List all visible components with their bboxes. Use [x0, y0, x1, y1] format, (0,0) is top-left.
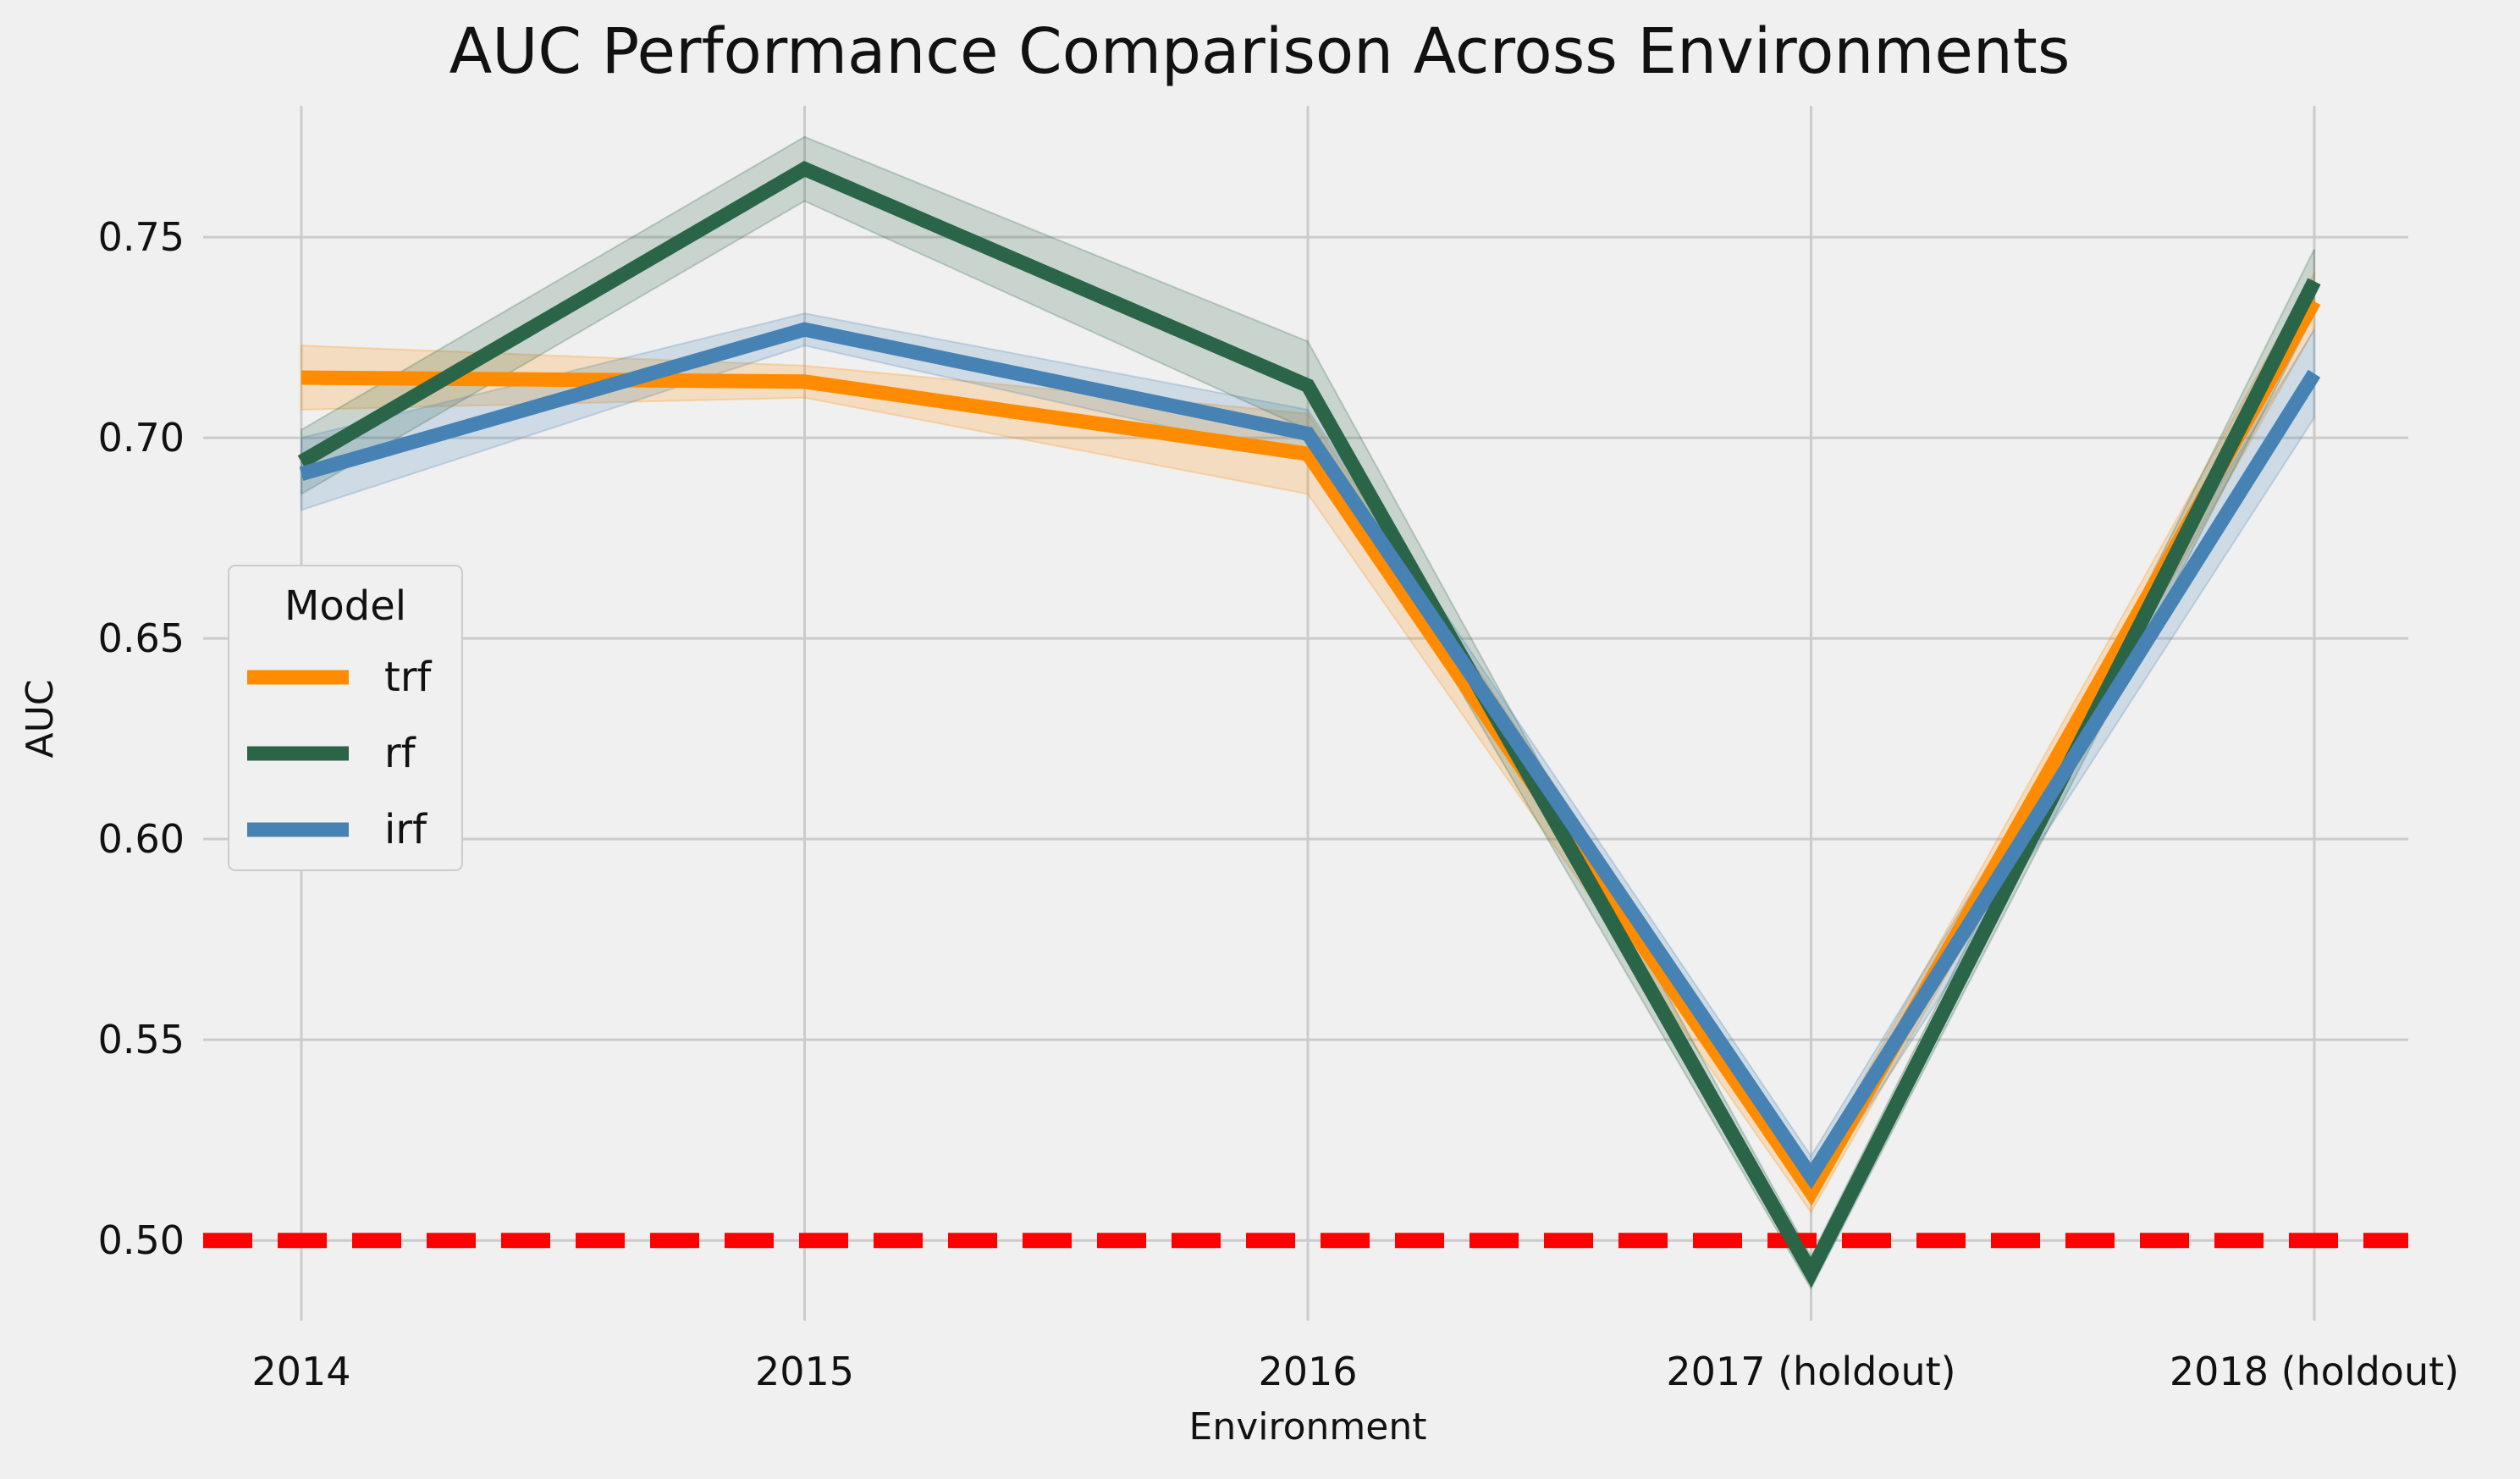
legend-label-trf: trf	[384, 654, 433, 701]
legend-box	[228, 565, 463, 871]
legend: Model trf rf irf	[228, 565, 463, 871]
x-tick-label: 2018 (holdout)	[2170, 1349, 2459, 1394]
legend-label-rf: rf	[384, 730, 416, 777]
y-tick-label: 0.70	[98, 415, 185, 461]
chart-title: AUC Performance Comparison Across Enviro…	[449, 15, 2071, 88]
y-tick-label: 0.50	[98, 1217, 185, 1263]
x-axis-label: Environment	[1189, 1405, 1427, 1449]
y-tick-label: 0.60	[98, 816, 185, 862]
confidence-band-irf	[301, 312, 2315, 1198]
y-tick-label: 0.55	[98, 1017, 185, 1062]
x-tick-label: 2017 (holdout)	[1666, 1349, 1955, 1394]
x-tick-label: 2014	[251, 1349, 350, 1394]
y-tick-label: 0.65	[98, 615, 185, 661]
x-tick-label: 2016	[1258, 1349, 1357, 1394]
y-axis-label: AUC	[19, 679, 62, 758]
legend-label-irf: irf	[384, 806, 427, 853]
y-tick-label: 0.75	[98, 214, 185, 260]
series-line-irf	[299, 322, 2321, 1189]
ticks: 0.50 0.55 0.60 0.65 0.70 0.75 2014 2015 2016 2017…	[98, 214, 2460, 1394]
x-tick-label: 2015	[755, 1349, 854, 1394]
legend-title: Model	[284, 582, 406, 630]
series-line-rf	[297, 161, 2321, 1289]
series-lines	[297, 161, 2321, 1289]
